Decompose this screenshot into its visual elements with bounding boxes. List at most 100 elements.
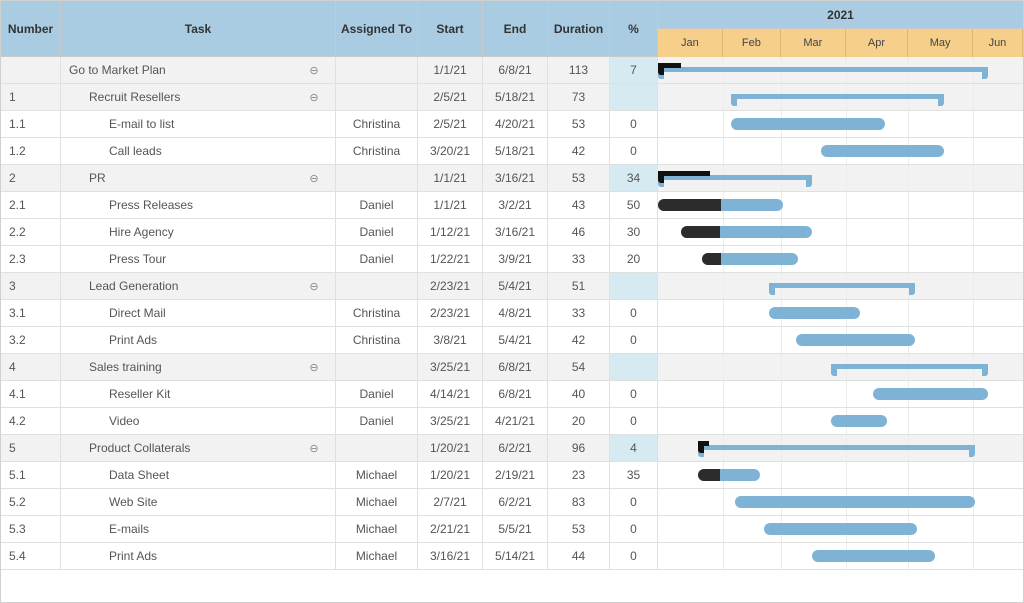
task-bar[interactable] <box>731 118 885 130</box>
task-row[interactable]: 5.4Print AdsMichael3/16/215/14/21440 <box>1 543 1023 570</box>
task-row[interactable]: 5Product Collaterals⊖1/20/216/2/21964 <box>1 435 1023 462</box>
cell-task[interactable]: Reseller Kit <box>61 381 336 407</box>
cell-task[interactable]: E-mails <box>61 516 336 542</box>
collapse-icon[interactable]: ⊖ <box>307 279 321 293</box>
header-start[interactable]: Start <box>418 1 483 57</box>
task-row[interactable]: Go to Market Plan⊖1/1/216/8/211137 <box>1 57 1023 84</box>
task-row[interactable]: 1.1E-mail to listChristina2/5/214/20/215… <box>1 111 1023 138</box>
summary-bar[interactable] <box>769 283 915 288</box>
header-end[interactable]: End <box>483 1 548 57</box>
gridline <box>908 165 909 191</box>
summary-bar[interactable] <box>658 67 988 72</box>
timeline-cell[interactable] <box>658 408 1023 434</box>
timeline-cell[interactable] <box>658 435 1023 461</box>
timeline-cell[interactable] <box>658 300 1023 326</box>
header-assigned[interactable]: Assigned To <box>336 1 418 57</box>
task-row[interactable]: 1Recruit Resellers⊖2/5/215/18/2173 <box>1 84 1023 111</box>
header-duration[interactable]: Duration <box>548 1 610 57</box>
task-bar[interactable] <box>769 307 861 319</box>
header-number[interactable]: Number <box>1 1 61 57</box>
header-task[interactable]: Task <box>61 1 336 57</box>
timeline-cell[interactable] <box>658 462 1023 488</box>
cell-percent <box>610 273 658 299</box>
summary-bar[interactable] <box>831 364 987 369</box>
task-row[interactable]: 4.1Reseller KitDaniel4/14/216/8/21400 <box>1 381 1023 408</box>
task-row[interactable]: 4.2VideoDaniel3/25/214/21/21200 <box>1 408 1023 435</box>
task-row[interactable]: 2.2Hire AgencyDaniel1/12/213/16/214630 <box>1 219 1023 246</box>
task-row[interactable]: 3.2Print AdsChristina3/8/215/4/21420 <box>1 327 1023 354</box>
collapse-icon[interactable]: ⊖ <box>307 171 321 185</box>
cell-start: 3/8/21 <box>418 327 483 353</box>
timeline-cell[interactable] <box>658 165 1023 191</box>
task-row[interactable]: 5.2Web SiteMichael2/7/216/2/21830 <box>1 489 1023 516</box>
timeline-cell[interactable] <box>658 246 1023 272</box>
task-bar[interactable] <box>796 334 915 346</box>
timeline-cell[interactable] <box>658 327 1023 353</box>
task-bar[interactable] <box>831 415 887 427</box>
cell-start: 1/12/21 <box>418 219 483 245</box>
task-row[interactable]: 2.3Press TourDaniel1/22/213/9/213320 <box>1 246 1023 273</box>
cell-task[interactable]: Hire Agency <box>61 219 336 245</box>
timeline-cell[interactable] <box>658 273 1023 299</box>
timeline-cell[interactable] <box>658 192 1023 218</box>
timeline-cell[interactable] <box>658 111 1023 137</box>
task-bar[interactable] <box>812 550 935 562</box>
cell-number: 4.1 <box>1 381 61 407</box>
timeline-cell[interactable] <box>658 138 1023 164</box>
cell-task[interactable]: Direct Mail <box>61 300 336 326</box>
gantt-chart: Number Task Assigned To Start End Durati… <box>0 0 1024 603</box>
cell-task[interactable]: Data Sheet <box>61 462 336 488</box>
task-row[interactable]: 3Lead Generation⊖2/23/215/4/2151 <box>1 273 1023 300</box>
cell-task[interactable]: Print Ads <box>61 543 336 569</box>
task-row[interactable]: 2PR⊖1/1/213/16/215334 <box>1 165 1023 192</box>
cell-task[interactable]: PR⊖ <box>61 165 336 191</box>
timeline-cell[interactable] <box>658 381 1023 407</box>
timeline-cell[interactable] <box>658 489 1023 515</box>
timeline-cell[interactable] <box>658 354 1023 380</box>
cell-duration: 33 <box>548 246 610 272</box>
task-row[interactable]: 3.1Direct MailChristina2/23/214/8/21330 <box>1 300 1023 327</box>
task-bar[interactable] <box>735 496 975 508</box>
cell-task[interactable]: Go to Market Plan⊖ <box>61 57 336 83</box>
timeline-cell[interactable] <box>658 84 1023 110</box>
cell-task[interactable]: Press Tour <box>61 246 336 272</box>
task-row[interactable]: 2.1Press ReleasesDaniel1/1/213/2/214350 <box>1 192 1023 219</box>
cell-task[interactable]: Lead Generation⊖ <box>61 273 336 299</box>
cell-task[interactable]: Product Collaterals⊖ <box>61 435 336 461</box>
cell-task[interactable]: Sales training⊖ <box>61 354 336 380</box>
cell-start: 2/21/21 <box>418 516 483 542</box>
summary-bar[interactable] <box>698 445 975 450</box>
task-bar[interactable] <box>764 523 916 535</box>
cell-task[interactable]: E-mail to list <box>61 111 336 137</box>
task-row[interactable]: 4Sales training⊖3/25/216/8/2154 <box>1 354 1023 381</box>
header-percent[interactable]: % <box>610 1 658 57</box>
task-bar[interactable] <box>873 388 988 400</box>
cell-end: 2/19/21 <box>483 462 548 488</box>
cell-end: 5/4/21 <box>483 273 548 299</box>
cell-task[interactable]: Web Site <box>61 489 336 515</box>
gridline <box>908 462 909 488</box>
timeline-cell[interactable] <box>658 219 1023 245</box>
task-row[interactable]: 5.1Data SheetMichael1/20/212/19/212335 <box>1 462 1023 489</box>
cell-assigned: Daniel <box>336 246 418 272</box>
summary-bar[interactable] <box>731 94 944 99</box>
collapse-icon[interactable]: ⊖ <box>307 90 321 104</box>
timeline-cell[interactable] <box>658 543 1023 569</box>
gridline <box>973 192 974 218</box>
cell-task[interactable]: Call leads <box>61 138 336 164</box>
cell-assigned: Christina <box>336 111 418 137</box>
cell-task[interactable]: Video <box>61 408 336 434</box>
collapse-icon[interactable]: ⊖ <box>307 360 321 374</box>
cell-task[interactable]: Press Releases <box>61 192 336 218</box>
collapse-icon[interactable]: ⊖ <box>307 441 321 455</box>
timeline-cell[interactable] <box>658 57 1023 83</box>
task-bar[interactable] <box>821 145 944 157</box>
task-row[interactable]: 1.2Call leadsChristina3/20/215/18/21420 <box>1 138 1023 165</box>
cell-number: 4.2 <box>1 408 61 434</box>
task-row[interactable]: 5.3E-mailsMichael2/21/215/5/21530 <box>1 516 1023 543</box>
timeline-cell[interactable] <box>658 516 1023 542</box>
gridline <box>908 219 909 245</box>
cell-task[interactable]: Recruit Resellers⊖ <box>61 84 336 110</box>
cell-task[interactable]: Print Ads <box>61 327 336 353</box>
collapse-icon[interactable]: ⊖ <box>307 63 321 77</box>
